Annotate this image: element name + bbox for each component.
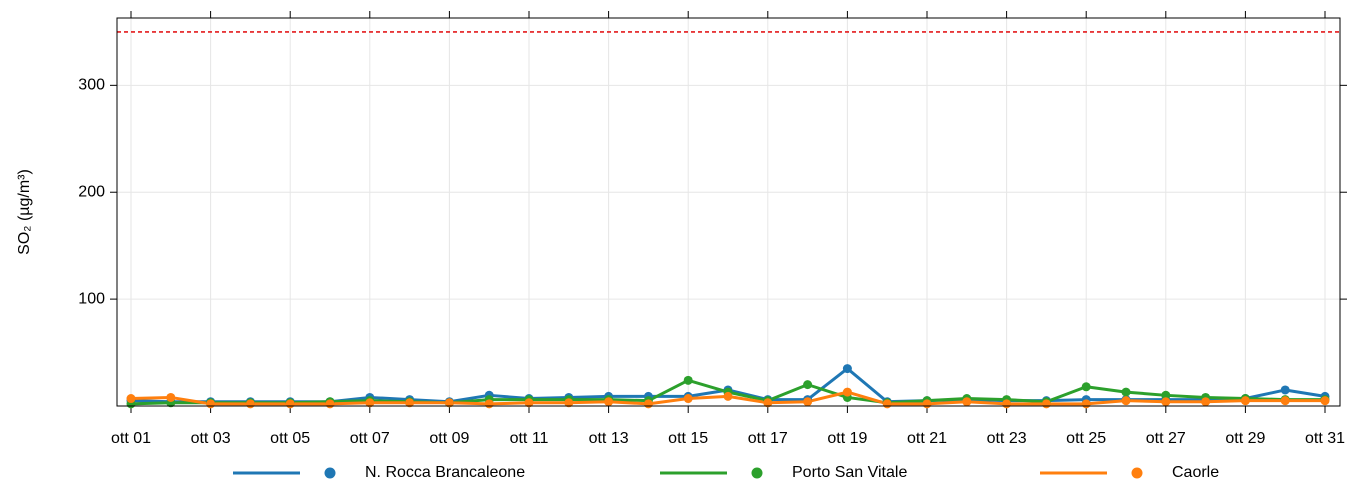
x-tick-label: ott 13 [589, 430, 629, 447]
data-point [245, 399, 255, 409]
data-point [842, 387, 852, 397]
data-point [842, 364, 852, 374]
legend-marker [1131, 467, 1143, 479]
data-point [922, 399, 932, 409]
data-point [683, 394, 693, 404]
data-point [1161, 397, 1171, 407]
data-point [166, 392, 176, 402]
x-tick-label: ott 19 [827, 430, 867, 447]
data-point [1121, 396, 1131, 406]
data-point [763, 398, 773, 408]
x-tick-label: ott 31 [1305, 430, 1345, 447]
data-point [962, 397, 972, 407]
data-point [1280, 396, 1290, 406]
x-tick-label: ott 11 [510, 430, 549, 447]
legend-marker [324, 467, 336, 479]
plot-frame [116, 17, 1341, 407]
data-point [126, 394, 136, 404]
x-tick-label: ott 09 [429, 430, 469, 447]
data-point [1201, 397, 1211, 407]
data-point [564, 398, 574, 408]
data-point [683, 375, 693, 385]
data-point [604, 397, 614, 407]
x-tick-label: ott 27 [1146, 430, 1186, 447]
data-point [365, 398, 375, 408]
data-point [1002, 399, 1012, 409]
data-point [285, 399, 295, 409]
data-point [484, 399, 494, 409]
y-tick-label: 300 [78, 77, 105, 94]
data-point [405, 398, 415, 408]
data-point [723, 391, 733, 401]
x-tick-label: ott 17 [748, 430, 788, 447]
x-tick-label: ott 01 [111, 430, 151, 447]
data-point [1161, 390, 1171, 400]
data-point [1240, 396, 1250, 406]
x-tick-label: ott 03 [191, 430, 231, 447]
data-point [1081, 399, 1091, 409]
data-point [325, 399, 335, 409]
data-point [803, 397, 813, 407]
data-point [643, 399, 653, 409]
x-tick-label: ott 25 [1066, 430, 1106, 447]
x-tick-label: ott 05 [270, 430, 310, 447]
legend-marker [751, 467, 763, 479]
data-point [1280, 385, 1290, 395]
legend-label: Porto San Vitale [792, 464, 907, 481]
x-tick-label: ott 23 [987, 430, 1027, 447]
x-tick-label: ott 07 [350, 430, 390, 447]
y-axis-label: SO₂ (µg/m³) [16, 169, 33, 255]
data-point [1320, 396, 1330, 406]
data-point [206, 399, 216, 409]
data-point [444, 398, 454, 408]
x-tick-label: ott 29 [1225, 430, 1265, 447]
legend-label: Caorle [1172, 464, 1219, 481]
data-point [803, 380, 813, 390]
x-tick-label: ott 21 [907, 430, 947, 447]
data-point [1081, 382, 1091, 392]
y-tick-label: 200 [78, 183, 105, 200]
data-point [1041, 399, 1051, 409]
data-point [524, 398, 534, 408]
y-tick-label: 100 [78, 290, 105, 307]
data-point [1121, 387, 1131, 397]
data-point [882, 399, 892, 409]
legend-label: N. Rocca Brancaleone [365, 464, 525, 481]
x-tick-label: ott 15 [668, 430, 708, 447]
